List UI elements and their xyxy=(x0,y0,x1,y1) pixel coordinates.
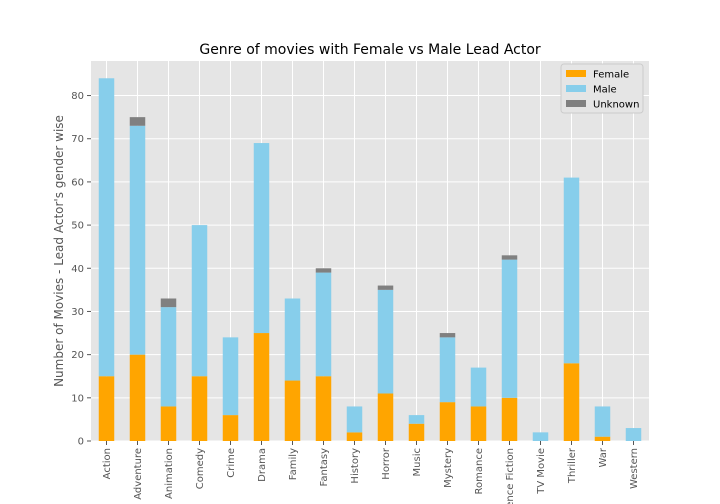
x-tick-label: Action xyxy=(102,448,113,479)
bar-female-mystery xyxy=(439,402,456,441)
bar-female-thriller xyxy=(563,363,580,441)
legend-label-female: Female xyxy=(593,70,629,81)
bar-female-family xyxy=(284,380,301,441)
legend-swatch-unknown xyxy=(566,100,586,107)
y-tick-label: 70 xyxy=(71,134,84,145)
chart-title: Genre of movies with Female vs Male Lead… xyxy=(199,42,541,58)
y-tick-label: 60 xyxy=(71,177,84,188)
y-tick-label: 30 xyxy=(71,307,84,318)
bar-unknown-mystery xyxy=(439,333,456,338)
x-tick-label: History xyxy=(350,448,361,484)
bar-male-horror xyxy=(377,289,394,394)
y-tick-label: 40 xyxy=(71,264,84,275)
legend-label-unknown: Unknown xyxy=(593,100,639,111)
legend: Female Male Unknown xyxy=(560,63,644,114)
x-tick-label: Romance xyxy=(474,448,485,494)
bar-female-romance xyxy=(470,406,487,441)
bar-male-drama xyxy=(253,143,270,334)
x-tick-label: Crime xyxy=(226,448,237,478)
x-tick-label: Comedy xyxy=(195,448,206,489)
bar-female-comedy xyxy=(191,376,208,441)
y-tick-label: 80 xyxy=(71,91,84,102)
y-tick-label: 0 xyxy=(78,437,84,448)
bar-female-animation xyxy=(160,406,177,441)
bar-male-mystery xyxy=(439,337,456,403)
bar-male-war xyxy=(594,406,611,437)
bar-male-music xyxy=(408,415,425,424)
x-tick-label: Western xyxy=(629,448,640,489)
bar-male-western xyxy=(625,428,642,441)
bar-female-horror xyxy=(377,393,394,441)
bar-unknown-science-fiction xyxy=(501,255,518,260)
bar-female-adventure xyxy=(129,354,146,441)
y-axis-label: Number of Movies - Lead Actor's gender w… xyxy=(52,115,66,387)
bar-male-adventure xyxy=(129,125,146,355)
bar-female-drama xyxy=(253,333,270,441)
bar-unknown-fantasy xyxy=(315,268,332,273)
bar-male-crime xyxy=(222,337,239,416)
plot-background xyxy=(91,61,649,441)
legend-swatch-female xyxy=(566,70,586,77)
bar-female-music xyxy=(408,423,425,441)
bar-male-science-fiction xyxy=(501,259,518,398)
legend-label-male: Male xyxy=(593,85,617,96)
bar-female-war xyxy=(594,436,611,441)
bar-female-action xyxy=(98,376,115,441)
bar-unknown-horror xyxy=(377,285,394,290)
y-tick-label: 10 xyxy=(71,393,84,404)
x-tick-label: Family xyxy=(288,448,299,480)
bar-female-crime xyxy=(222,415,239,441)
bar-female-history xyxy=(346,432,363,441)
x-tick-label: Adventure xyxy=(133,448,144,500)
bar-male-tv-movie xyxy=(532,432,549,441)
y-tick-label: 50 xyxy=(71,221,84,232)
legend-swatch-male xyxy=(566,85,586,92)
bar-male-animation xyxy=(160,307,177,407)
x-tick-label: Fantasy xyxy=(319,448,330,487)
x-tick-label: Horror xyxy=(381,447,392,480)
bar-male-thriller xyxy=(563,177,580,364)
bars xyxy=(98,78,642,441)
x-tick-label: War xyxy=(598,447,609,467)
x-tick-label: Thriller xyxy=(567,447,578,484)
x-tick-label: TV Movie xyxy=(536,448,547,495)
bar-unknown-adventure xyxy=(129,117,146,126)
bar-male-history xyxy=(346,406,363,433)
bar-male-fantasy xyxy=(315,272,332,377)
bar-female-fantasy xyxy=(315,376,332,441)
x-tick-label: Music xyxy=(412,448,423,476)
bar-male-action xyxy=(98,78,115,377)
bar-male-family xyxy=(284,298,301,381)
x-tick-label: Drama xyxy=(257,448,268,482)
bar-male-comedy xyxy=(191,225,208,377)
y-tick-label: 20 xyxy=(71,350,84,361)
bar-unknown-animation xyxy=(160,298,177,308)
x-tick-label: Science Fiction xyxy=(505,448,516,504)
x-tick-label: Animation xyxy=(164,448,175,499)
x-ticks: Action Adventure Animation Comedy Crime Drama… xyxy=(102,441,640,504)
x-tick-label: Mystery xyxy=(443,448,454,488)
y-ticks: 0 10 20 30 40 50 60 70 80 xyxy=(71,91,91,448)
bar-female-science-fiction xyxy=(501,397,518,441)
bar-male-romance xyxy=(470,367,487,407)
